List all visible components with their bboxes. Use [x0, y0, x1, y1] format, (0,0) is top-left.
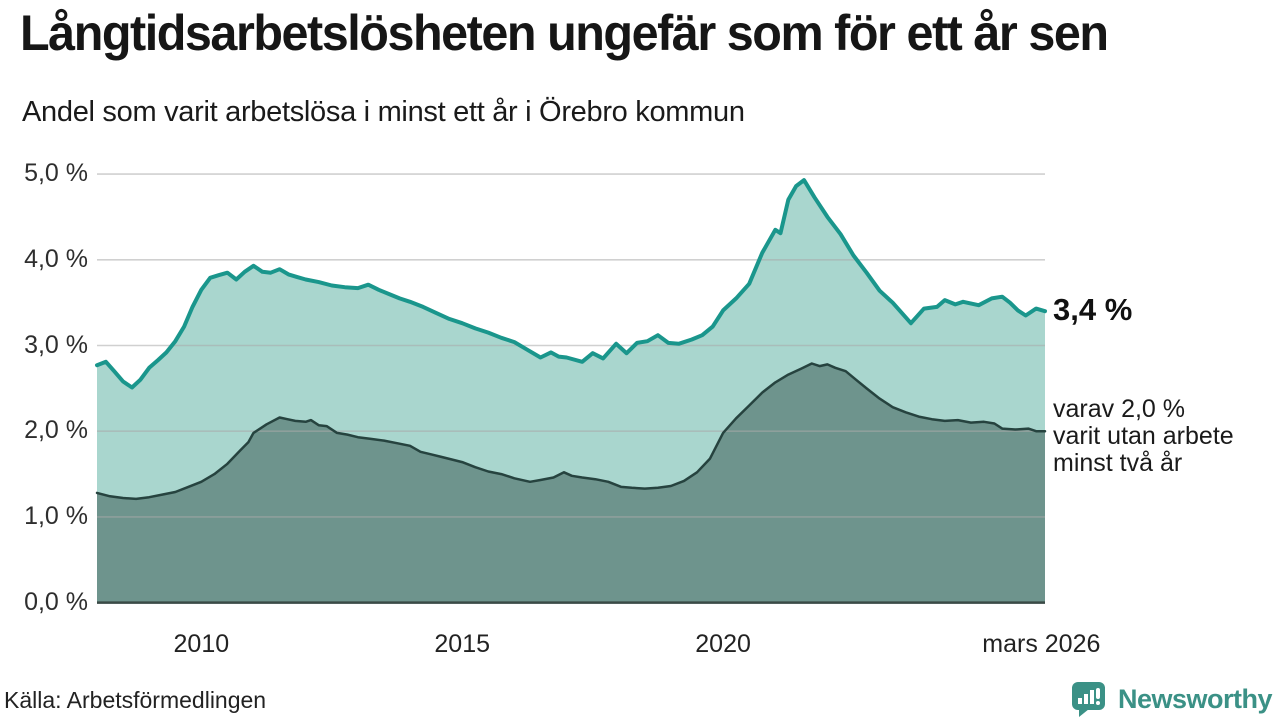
area-unemployed-min-2yr [97, 363, 1045, 603]
page-title: Långtidsarbetslösheten ungefär som för e… [20, 5, 1109, 61]
end-value-label-total: 3,4 % [1053, 292, 1133, 327]
x-tick-label: mars 2026 [982, 630, 1101, 658]
y-tick-label: 5,0 % [24, 159, 88, 188]
newsworthy-bubble-chart-icon [1071, 682, 1105, 717]
line-unemployed-min-1yr [95, 178, 1047, 390]
y-tick-label: 3,0 % [24, 330, 88, 359]
line-unemployed-min-2yr [95, 362, 1047, 501]
source-note: Källa: Arbetsförmedlingen [4, 687, 267, 713]
y-tick-label: 0,0 % [24, 587, 88, 616]
y-tick-label: 2,0 % [24, 416, 88, 445]
newsworthy-logo: Newsworthy [1071, 681, 1273, 718]
y-tick-label: 1,0 % [24, 501, 88, 530]
page-subtitle: Andel som varit arbetslösa i minst ett å… [22, 96, 745, 128]
end-value-label-subseries: varav 2,0 % varit utan arbete minst två … [1053, 395, 1234, 477]
x-tick-label: 2020 [695, 630, 751, 658]
x-tick-label: 2015 [434, 630, 491, 658]
y-tick-label: 4,0 % [24, 244, 88, 273]
x-tick-label: 2010 [173, 630, 230, 658]
newsworthy-wordmark: Newsworthy [1117, 684, 1273, 714]
